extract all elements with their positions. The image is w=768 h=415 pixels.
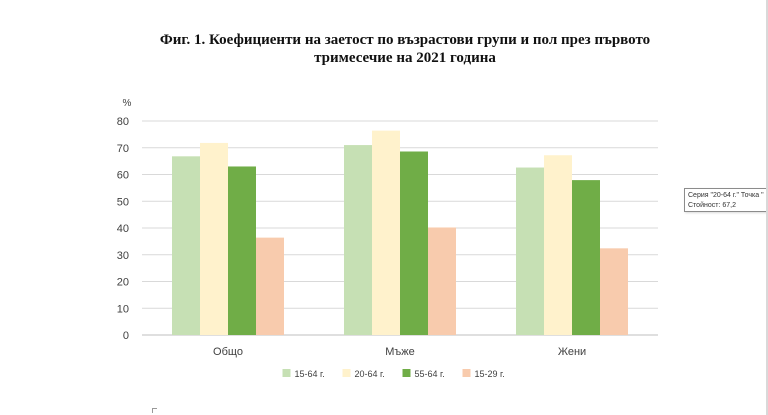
bar-4-3 [600,248,628,335]
x-tick-label: Мъже [385,346,415,358]
legend-swatch [402,369,411,377]
bar-1-2 [344,145,372,335]
y-tick-label: 0 [123,330,129,342]
bar-2-2 [372,130,400,335]
bar-3-3 [572,180,600,335]
legend-swatch [462,369,471,377]
y-tick-label: 50 [117,196,129,208]
y-tick-label: 60 [117,170,129,182]
legend-label: 15-64 г. [295,369,325,379]
x-tick-label: Жени [558,346,586,358]
bar-1-1 [172,156,200,335]
bar-4-2 [428,227,456,335]
y-tick-label: 70 [117,143,129,155]
data-point-tooltip: Серия "20-64 г." Точка " Стойност: 67,2 [684,188,768,212]
tooltip-value: Стойност: 67,2 [688,202,736,209]
y-tick-label: 40 [117,223,129,235]
x-tick-label: Общо [213,346,243,358]
legend-swatch [342,369,351,377]
y-tick-label: 20 [117,277,129,289]
legend-label: 55-64 г. [415,369,445,379]
window-edge [766,0,768,415]
bar-3-2 [400,151,428,335]
y-tick-label: 10 [117,303,129,315]
bar-4-1 [256,237,284,335]
legend-label: 15-29 г. [475,369,505,379]
y-tick-label: 80 [117,116,129,128]
tooltip-series-point: Серия "20-64 г." Точка " [688,192,764,199]
bar-1-3 [516,167,544,335]
y-axis-label: % [123,98,132,109]
bar-3-1 [228,166,256,335]
bar-2-1 [200,142,228,335]
bar-2-3 [544,155,572,335]
legend-swatch [282,369,291,377]
y-tick-label: 30 [117,250,129,262]
chart-title-line-2: тримесечие на 2021 година [314,50,496,66]
chart-title: Фиг. 1. Коефициенти на заетост по възрас… [40,31,768,67]
crop-mark [152,408,157,413]
chart-title-line-1: Фиг. 1. Коефициенти на заетост по възрас… [159,32,651,48]
legend-label: 20-64 г. [355,369,385,379]
